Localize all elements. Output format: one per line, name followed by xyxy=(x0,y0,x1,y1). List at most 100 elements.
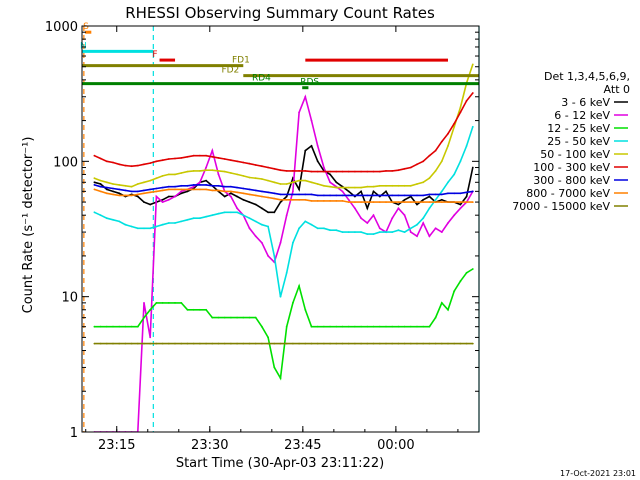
data-point xyxy=(453,173,456,176)
data-point xyxy=(440,198,443,201)
data-point xyxy=(440,302,443,304)
data-point xyxy=(261,178,263,180)
data-point xyxy=(118,163,121,166)
data-point xyxy=(211,184,214,187)
data-point xyxy=(403,198,406,201)
data-point xyxy=(292,193,294,196)
data-point xyxy=(105,181,108,184)
data-point xyxy=(199,188,201,191)
flag-label: FD2 xyxy=(221,66,239,76)
data-point xyxy=(105,160,108,163)
plot-frame xyxy=(81,25,480,433)
data-point xyxy=(385,194,387,197)
data-point xyxy=(186,188,189,191)
data-point xyxy=(323,200,325,202)
data-point xyxy=(130,342,133,345)
data-point xyxy=(372,325,375,328)
data-point xyxy=(217,342,220,345)
data-point xyxy=(347,170,350,173)
data-point xyxy=(174,173,176,176)
data-point xyxy=(378,201,381,204)
x-axis-label: Start Time (30-Apr-03 23:11:22) xyxy=(176,456,384,471)
data-point xyxy=(292,342,294,345)
series-8 xyxy=(93,342,474,345)
data-point xyxy=(329,173,331,176)
data-point xyxy=(304,198,307,201)
data-point xyxy=(434,170,437,172)
data-point xyxy=(447,342,449,345)
data-point xyxy=(316,145,319,147)
data-point xyxy=(335,186,338,189)
data-point xyxy=(397,184,400,187)
data-point xyxy=(447,132,449,135)
data-point xyxy=(372,342,375,345)
data-point xyxy=(167,188,170,191)
data-point xyxy=(118,220,121,223)
data-point xyxy=(186,184,189,187)
data-point xyxy=(180,172,183,174)
series-line xyxy=(94,126,474,297)
y-tick-label: 1 xyxy=(70,426,78,441)
data-point xyxy=(447,222,449,224)
data-point xyxy=(453,214,456,217)
series-6 xyxy=(93,184,474,197)
data-point xyxy=(242,175,245,177)
data-point xyxy=(192,154,195,157)
data-point xyxy=(149,191,152,194)
data-point xyxy=(292,198,294,201)
data-point xyxy=(180,302,183,304)
data-point xyxy=(397,325,400,328)
data-point xyxy=(254,189,257,192)
data-point xyxy=(267,166,269,169)
data-point xyxy=(205,308,208,311)
data-point xyxy=(236,186,239,189)
data-point xyxy=(329,229,331,232)
data-point xyxy=(93,154,96,157)
data-point xyxy=(242,187,245,190)
data-point xyxy=(205,154,208,157)
data-point xyxy=(378,227,381,230)
data-point xyxy=(335,170,338,173)
series-line xyxy=(94,188,473,203)
data-point xyxy=(186,190,189,193)
data-point xyxy=(409,325,412,328)
data-point xyxy=(304,179,307,182)
data-point xyxy=(329,181,331,184)
data-point xyxy=(124,189,127,192)
data-point xyxy=(217,157,220,159)
data-point xyxy=(174,188,176,191)
data-point xyxy=(186,218,189,221)
data-point xyxy=(329,325,331,328)
data-point xyxy=(335,325,338,328)
data-point xyxy=(149,179,152,182)
data-point xyxy=(143,316,145,319)
data-point xyxy=(192,170,195,172)
data-point xyxy=(279,342,282,345)
footer-date: 17-Oct-2021 23:01 xyxy=(560,469,636,478)
data-point xyxy=(440,342,443,345)
data-point xyxy=(459,280,462,283)
data-point xyxy=(174,302,176,304)
series-line xyxy=(94,268,474,381)
flag-label: RDS xyxy=(300,78,319,88)
data-point xyxy=(167,342,170,345)
data-point xyxy=(354,201,356,204)
series-2 xyxy=(93,268,474,381)
data-point xyxy=(459,111,462,114)
data-point xyxy=(236,160,239,163)
data-point xyxy=(199,217,201,220)
data-point xyxy=(223,342,226,345)
data-point xyxy=(366,233,369,236)
data-point xyxy=(248,176,251,179)
data-point xyxy=(409,342,412,345)
data-point xyxy=(292,190,294,193)
data-point xyxy=(465,201,468,204)
series-4 xyxy=(93,63,474,189)
data-point xyxy=(391,342,394,345)
data-point xyxy=(261,190,263,193)
data-point xyxy=(236,207,239,210)
data-point xyxy=(292,241,294,244)
data-point xyxy=(261,165,263,168)
data-point xyxy=(180,220,183,223)
